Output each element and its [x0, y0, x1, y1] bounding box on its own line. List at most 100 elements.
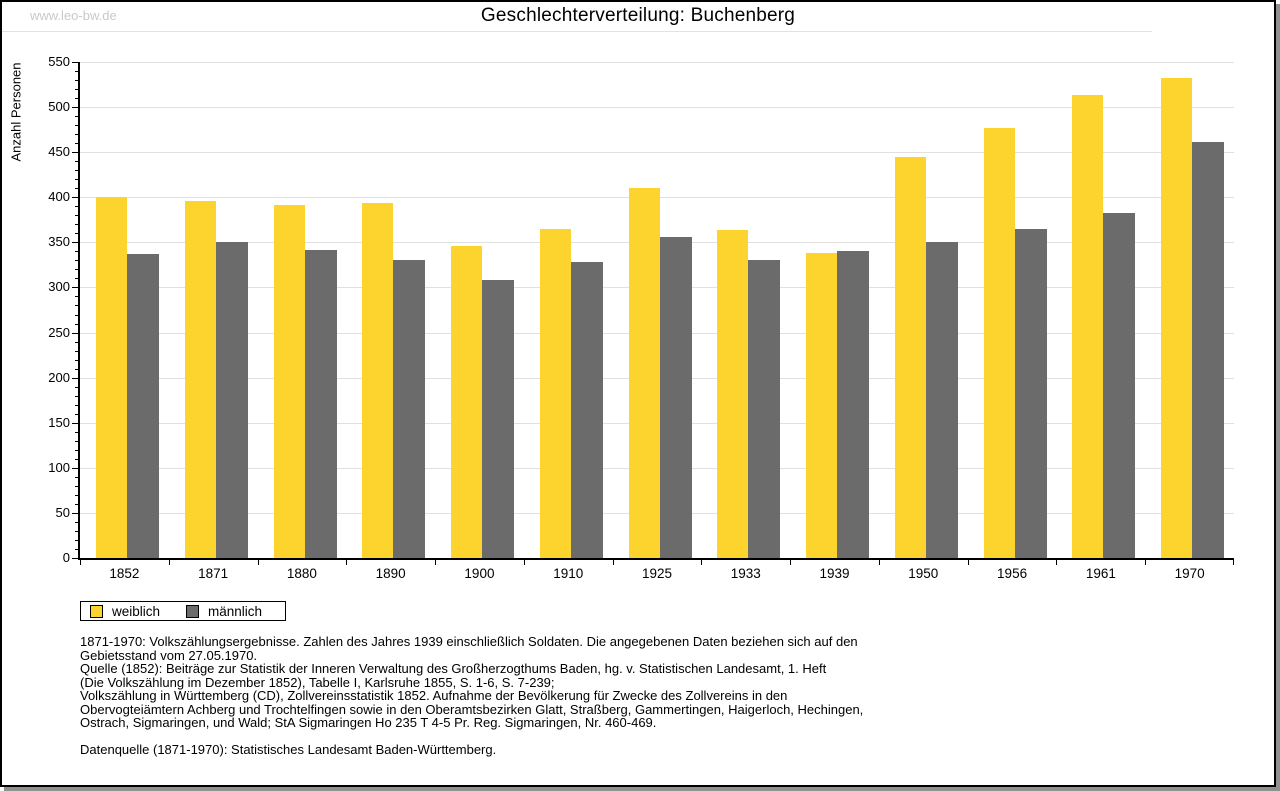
y-tick-540 [75, 71, 78, 73]
y-tick-label-450: 450 [48, 144, 70, 160]
y-tick-510 [75, 98, 78, 100]
y-tick-330 [75, 260, 78, 262]
y-tick-label-200: 200 [48, 369, 70, 385]
x-label-1939: 1939 [819, 566, 850, 581]
x-tick-13 [1233, 560, 1234, 565]
bar-maennlich-1925 [659, 236, 692, 558]
y-tick-300 [72, 287, 78, 289]
bar-maennlich-1852 [127, 254, 159, 558]
x-tick-10 [967, 560, 969, 565]
site-watermark: www.leo-bw.de [30, 8, 117, 23]
footer-line: Obervogteiämtern Achberg und Trochtelfin… [80, 701, 864, 717]
y-tick-150 [72, 422, 78, 424]
x-tick-6 [612, 560, 614, 565]
y-tick-label-50: 50 [55, 504, 70, 520]
x-label-1852: 1852 [109, 566, 140, 581]
y-tick-500 [72, 107, 78, 109]
x-tick-7 [701, 560, 703, 565]
y-tick-530 [75, 80, 78, 82]
footer-notes: 1871-1970: Volkszählungsergebnisse. Zahl… [80, 635, 1190, 757]
bar-group-1880 [258, 62, 347, 558]
y-tick-270 [75, 314, 78, 316]
bar-group-1970 [1145, 62, 1234, 558]
y-gridline-550 [80, 62, 1234, 63]
y-tick-120 [75, 449, 78, 451]
bar-weiblich-1925 [628, 188, 660, 558]
y-tick-400 [72, 197, 78, 199]
y-tick-100 [72, 467, 78, 469]
legend-swatch-weiblich [90, 604, 103, 618]
bar-group-1939 [790, 62, 879, 558]
bar-weiblich-1950 [894, 156, 926, 558]
y-tick-140 [75, 431, 78, 433]
y-tick-450 [72, 152, 78, 154]
y-tick-250 [72, 332, 78, 334]
bar-group-1900 [435, 62, 524, 558]
footer-line: 1871-1970: Volkszählungsergebnisse. Zahl… [80, 634, 858, 649]
x-tick-11 [1056, 560, 1058, 565]
footer-line: (Die Volkszählung im Dezember 1852), Tab… [80, 674, 555, 690]
footer-line: Gebietsstand vom 27.05.1970. [80, 647, 258, 663]
legend-label-weiblich: weiblich [112, 603, 161, 619]
x-label-1871: 1871 [198, 566, 229, 581]
x-tick-9 [878, 560, 880, 565]
y-tick-380 [75, 215, 78, 217]
y-tick-260 [75, 323, 78, 325]
plot-area: 0 50 100 150 200 250 300 350 400 450 500 550 1852 187… [48, 55, 1234, 581]
footer-line: Volkszählung in Württemberg (CD), Zollve… [80, 688, 788, 703]
bar-maennlich-1956 [1014, 228, 1047, 558]
bar-group-1871 [169, 62, 258, 558]
bar-maennlich-1950 [925, 242, 958, 558]
y-tick-390 [75, 206, 78, 208]
x-label-1961: 1961 [1085, 566, 1116, 581]
x-label-1956: 1956 [997, 566, 1028, 581]
x-tick-2 [257, 560, 259, 565]
y-tick-10 [75, 548, 78, 550]
y-tick-label-550: 550 [48, 54, 70, 69]
bar-maennlich-1939 [837, 251, 870, 558]
y-tick-490 [75, 116, 78, 118]
y-tick-190 [75, 386, 78, 388]
x-label-1933: 1933 [730, 566, 761, 581]
y-tick-180 [75, 395, 78, 397]
y-tick-350 [72, 242, 78, 244]
x-label-1890: 1890 [375, 566, 406, 581]
bar-maennlich-1910 [570, 262, 603, 558]
y-tick-20 [75, 539, 78, 541]
bar-maennlich-1900 [482, 280, 515, 558]
y-tick-40 [75, 521, 78, 523]
x-tick-3 [346, 560, 348, 565]
y-tick-420 [75, 179, 78, 181]
y-tick-470 [75, 134, 78, 136]
bar-group-1933 [701, 62, 790, 558]
bar-weiblich-1910 [539, 228, 571, 558]
y-tick-220 [75, 359, 78, 361]
y-gridline-500 [80, 107, 1234, 109]
y-tick-label-350: 350 [48, 234, 70, 250]
bar-group-1852 [80, 62, 169, 558]
legend-item-maennlich: männlich [186, 604, 262, 619]
footer-line: Ostrach, Sigmaringen, und Wald; StA Sigm… [80, 715, 657, 730]
y-tick-520 [75, 89, 78, 91]
y-tick-130 [75, 440, 78, 442]
y-tick-70 [75, 494, 78, 496]
y-tick-230 [75, 350, 78, 352]
y-tick-320 [75, 269, 78, 271]
x-tick-12 [1145, 560, 1147, 565]
bar-weiblich-1900 [451, 245, 483, 558]
y-tick-280 [75, 305, 78, 307]
bar-group-1956 [968, 62, 1057, 558]
x-tick-4 [435, 560, 437, 565]
bar-weiblich-1961 [1072, 95, 1104, 558]
y-tick-290 [75, 296, 78, 298]
x-tick-1 [168, 560, 170, 565]
header-divider [2, 31, 1152, 32]
bar-maennlich-1880 [304, 250, 337, 558]
x-label-1970: 1970 [1174, 566, 1205, 581]
y-tick-550 [72, 62, 78, 63]
bar-weiblich-1880 [273, 205, 305, 558]
bar-weiblich-1890 [362, 202, 394, 558]
x-label-1900: 1900 [464, 566, 495, 581]
y-tick-370 [75, 224, 78, 226]
footer-spacer [80, 730, 1190, 744]
